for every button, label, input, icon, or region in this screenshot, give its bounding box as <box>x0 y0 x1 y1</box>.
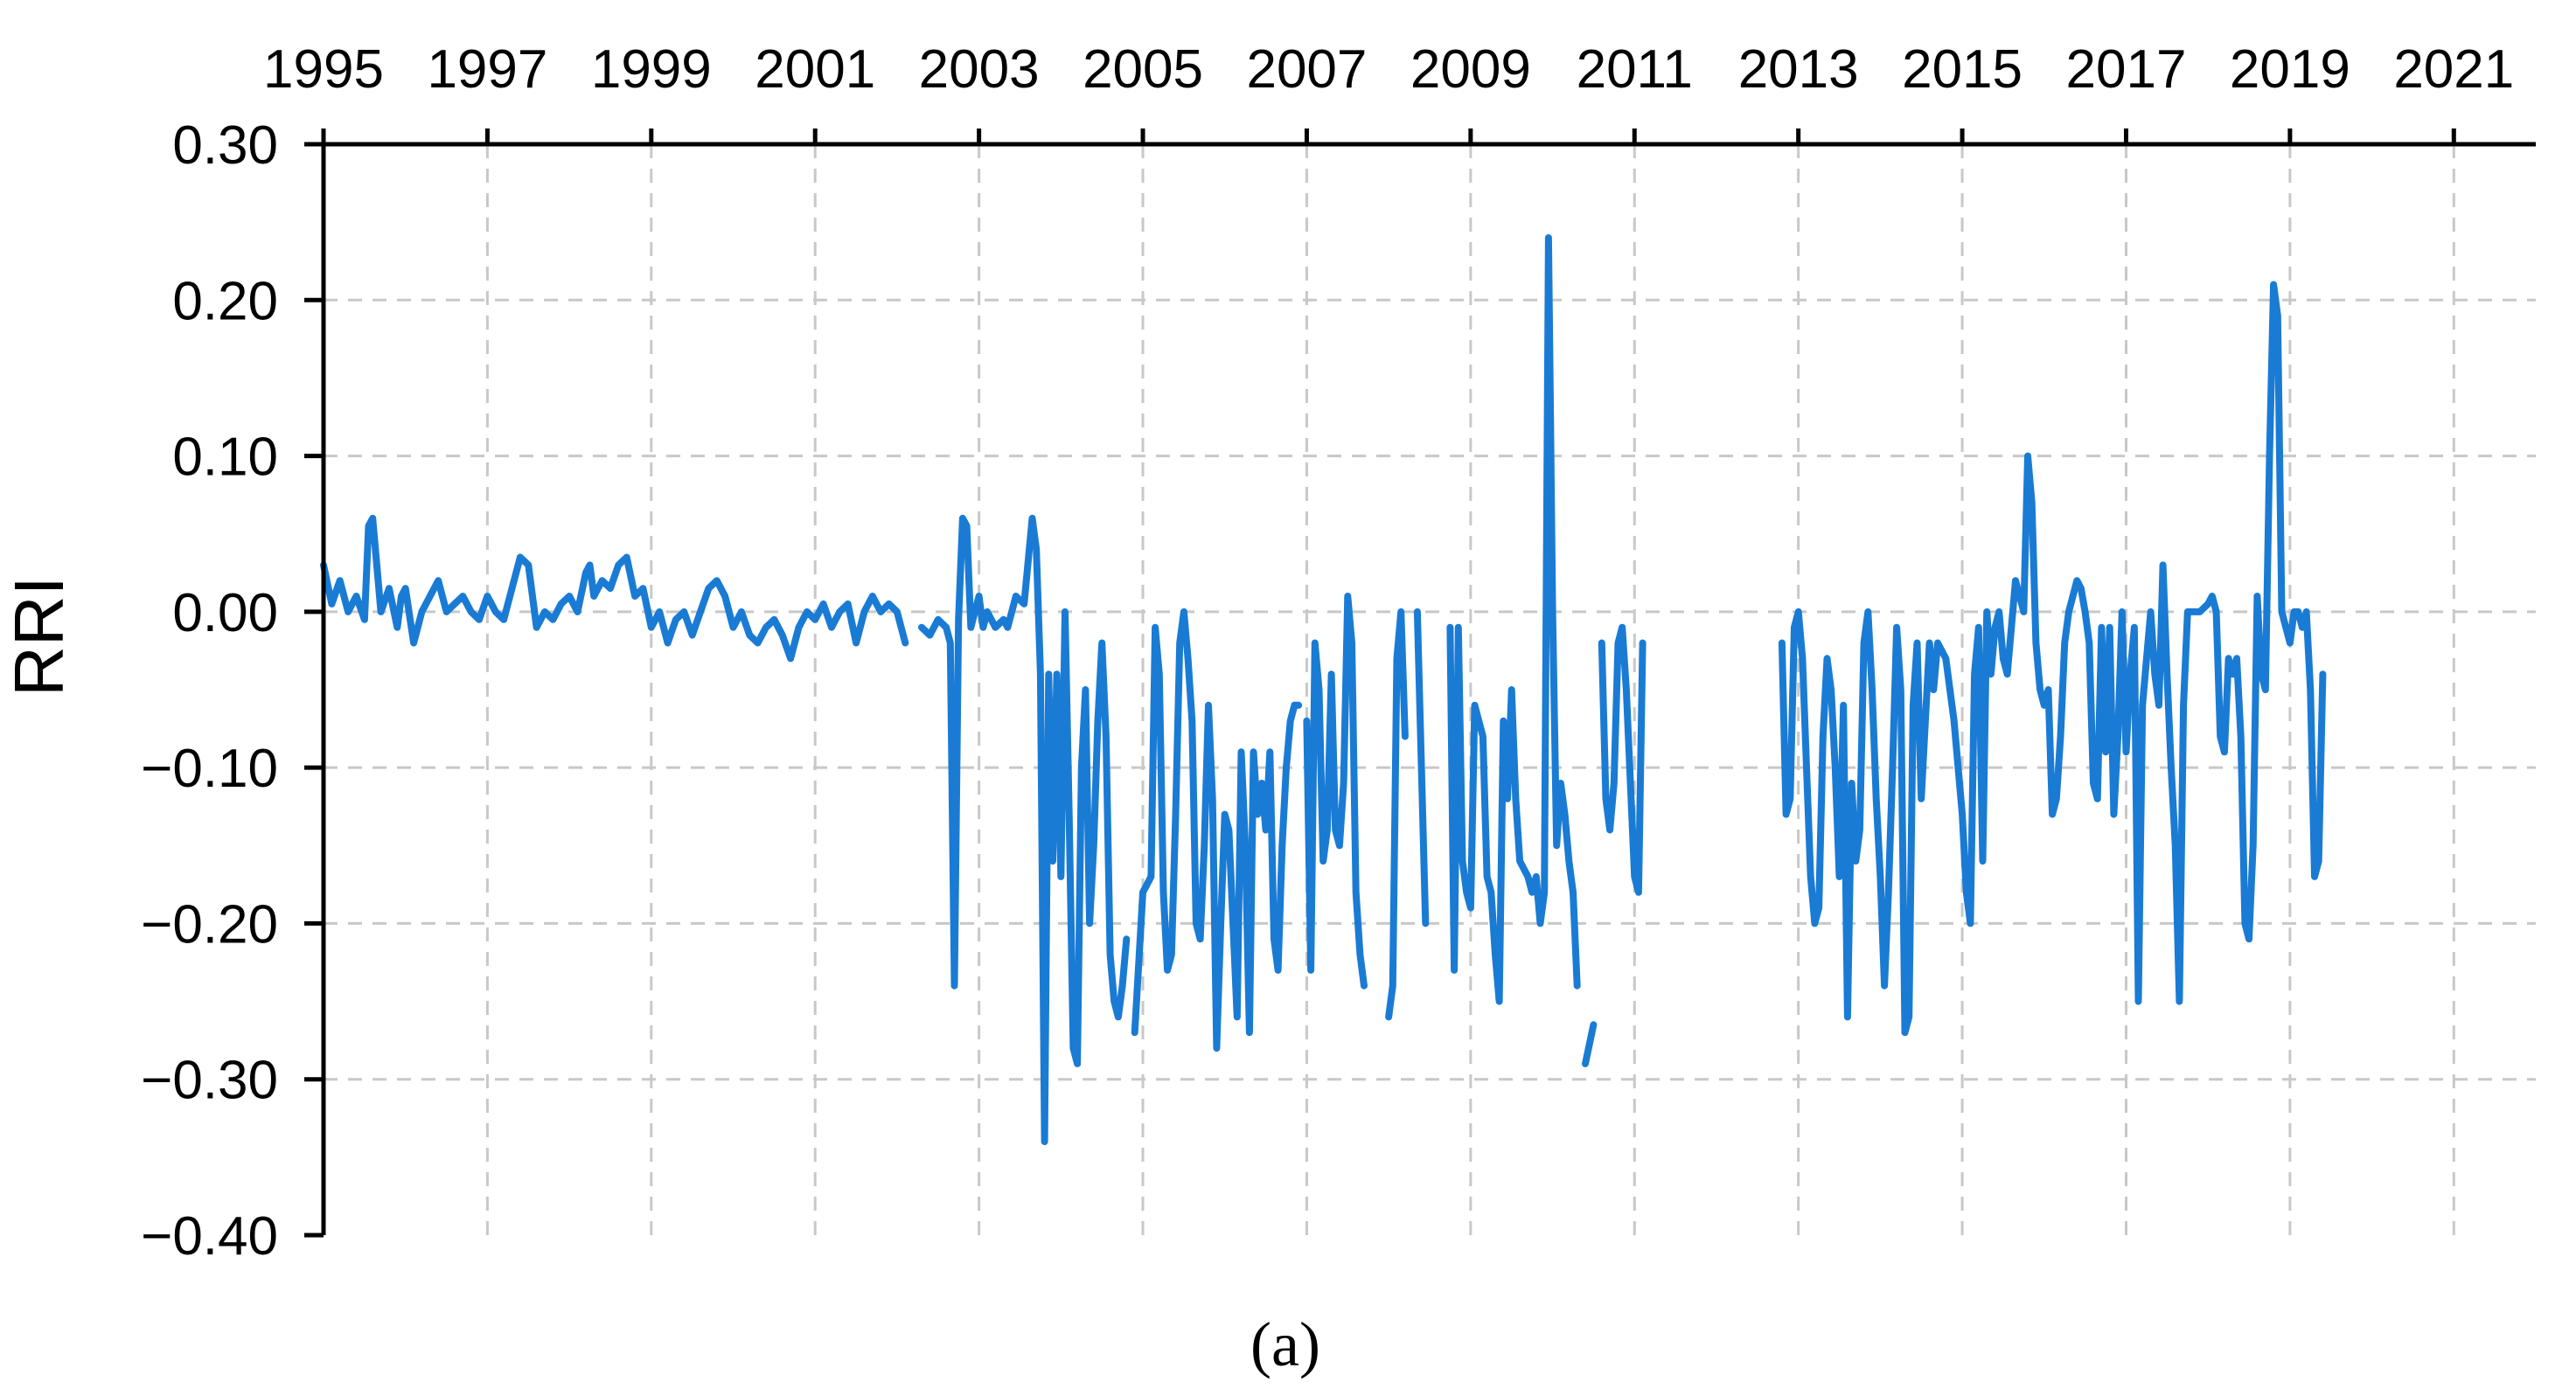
y-tick-label: 0.10 <box>172 427 278 488</box>
rri-line-segment <box>1131 608 1303 1052</box>
x-tick-label: 2009 <box>1410 39 1531 100</box>
y-tick-label: 0.30 <box>172 115 278 176</box>
rri-line-segment <box>1303 593 1368 990</box>
x-tick-label: 2003 <box>919 39 1040 100</box>
x-tick-label: 2005 <box>1083 39 1203 100</box>
x-tick-label: 1995 <box>263 39 384 100</box>
axes <box>304 128 2536 1238</box>
x-tick-label: 2001 <box>755 39 875 100</box>
rri-line-segment <box>918 514 1131 1145</box>
rri-line-segment <box>1385 608 1409 1021</box>
rri-line-segment <box>1582 1021 1598 1067</box>
rri-line-segment <box>1598 623 1647 896</box>
x-tick-label: 2019 <box>2230 39 2350 100</box>
x-tick-label: 2021 <box>2393 39 2514 100</box>
x-tick-label: 2017 <box>2066 39 2187 100</box>
x-tick-label: 1997 <box>427 39 547 100</box>
y-tick-label: −0.20 <box>141 894 278 955</box>
grid-lines <box>322 142 2536 1235</box>
rri-line-segment <box>320 514 909 663</box>
rri-line-segment <box>1778 281 2327 1037</box>
y-tick-label: −0.10 <box>141 739 278 799</box>
x-tick-label: 2013 <box>1738 39 1859 100</box>
rri-line-segment <box>1413 608 1430 927</box>
y-tick-label: −0.40 <box>141 1206 278 1267</box>
x-tick-label: 2015 <box>1902 39 2023 100</box>
y-axis-label: RRI <box>0 576 78 697</box>
y-tick-label: 0.00 <box>172 583 278 643</box>
rri-line-segment <box>1446 234 1581 1005</box>
y-tick-label: −0.30 <box>141 1051 278 1111</box>
y-tick-label: 0.20 <box>172 271 278 331</box>
x-tick-labels: 1995 1997 1999 2001 2003 2005 2007 2009 2011 2013… <box>263 39 2514 100</box>
x-tick-label: 2007 <box>1246 39 1367 100</box>
rri-series-line <box>320 234 2327 1145</box>
y-tick-labels: 0.30 0.20 0.10 0.00 −0.10 −0.20 −0.30 −0.40 <box>141 115 278 1267</box>
x-tick-label: 1999 <box>591 39 712 100</box>
figure-caption: (a) <box>1250 1309 1320 1379</box>
x-tick-label: 2011 <box>1577 39 1693 100</box>
